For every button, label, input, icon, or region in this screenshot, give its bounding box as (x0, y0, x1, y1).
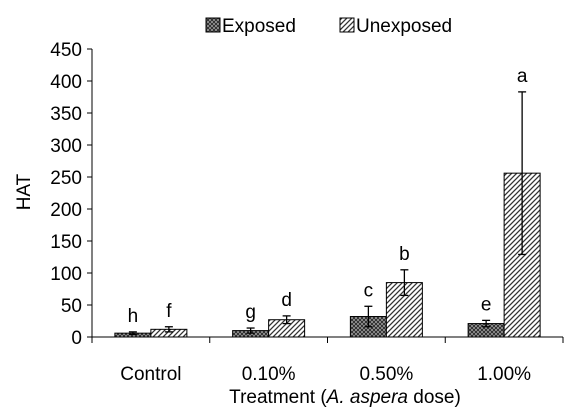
error-bars (128, 91, 527, 336)
significance-letter: b (399, 244, 410, 265)
bars (114, 172, 541, 338)
y-tick-label: 300 (50, 136, 82, 157)
legend-label-unexposed: Unexposed (356, 16, 452, 37)
legend-swatch-exposed (205, 17, 221, 33)
y-tick-label: 150 (50, 232, 82, 253)
legend-label-exposed: Exposed (222, 16, 296, 37)
significance-letter: h (128, 306, 139, 327)
x-axis-title: Treatment (A. aspera dose) (229, 387, 461, 408)
y-axis-ticks: 0 50 100 150 200 250 300 350 400 450 (50, 40, 92, 349)
significance-letter: e (481, 294, 492, 315)
significance-letter: f (166, 301, 172, 322)
y-tick-label: 250 (50, 168, 82, 189)
x-tick-label: 0.50% (359, 364, 413, 385)
significance-letter: c (364, 280, 374, 301)
x-tick-label: 0.10% (242, 364, 296, 385)
y-tick-label: 450 (50, 40, 82, 61)
legend-swatch-unexposed (339, 17, 355, 33)
x-tick-label: Control (120, 364, 181, 385)
significance-letter: g (245, 302, 256, 323)
y-tick-label: 400 (50, 72, 82, 93)
x-axis-title-end: dose) (408, 387, 461, 408)
y-tick-label: 100 (50, 264, 82, 285)
significance-letters: h g c e f d b a (128, 66, 528, 327)
x-axis-ticks: Control 0.10% 0.50% 1.00% (91, 337, 564, 385)
y-tick-label: 350 (50, 104, 82, 125)
legend: Exposed Unexposed (205, 16, 452, 37)
x-axis-title-start: Treatment ( (229, 387, 327, 408)
x-axis-title-species: A. aspera (326, 387, 408, 408)
y-tick-label: 0 (71, 328, 82, 349)
x-tick-label: 1.00% (477, 364, 531, 385)
y-tick-label: 200 (50, 200, 82, 221)
y-axis-title: HAT (14, 173, 35, 210)
significance-letter: d (281, 290, 292, 311)
significance-letter: a (517, 66, 528, 87)
y-tick-label: 50 (61, 296, 82, 317)
